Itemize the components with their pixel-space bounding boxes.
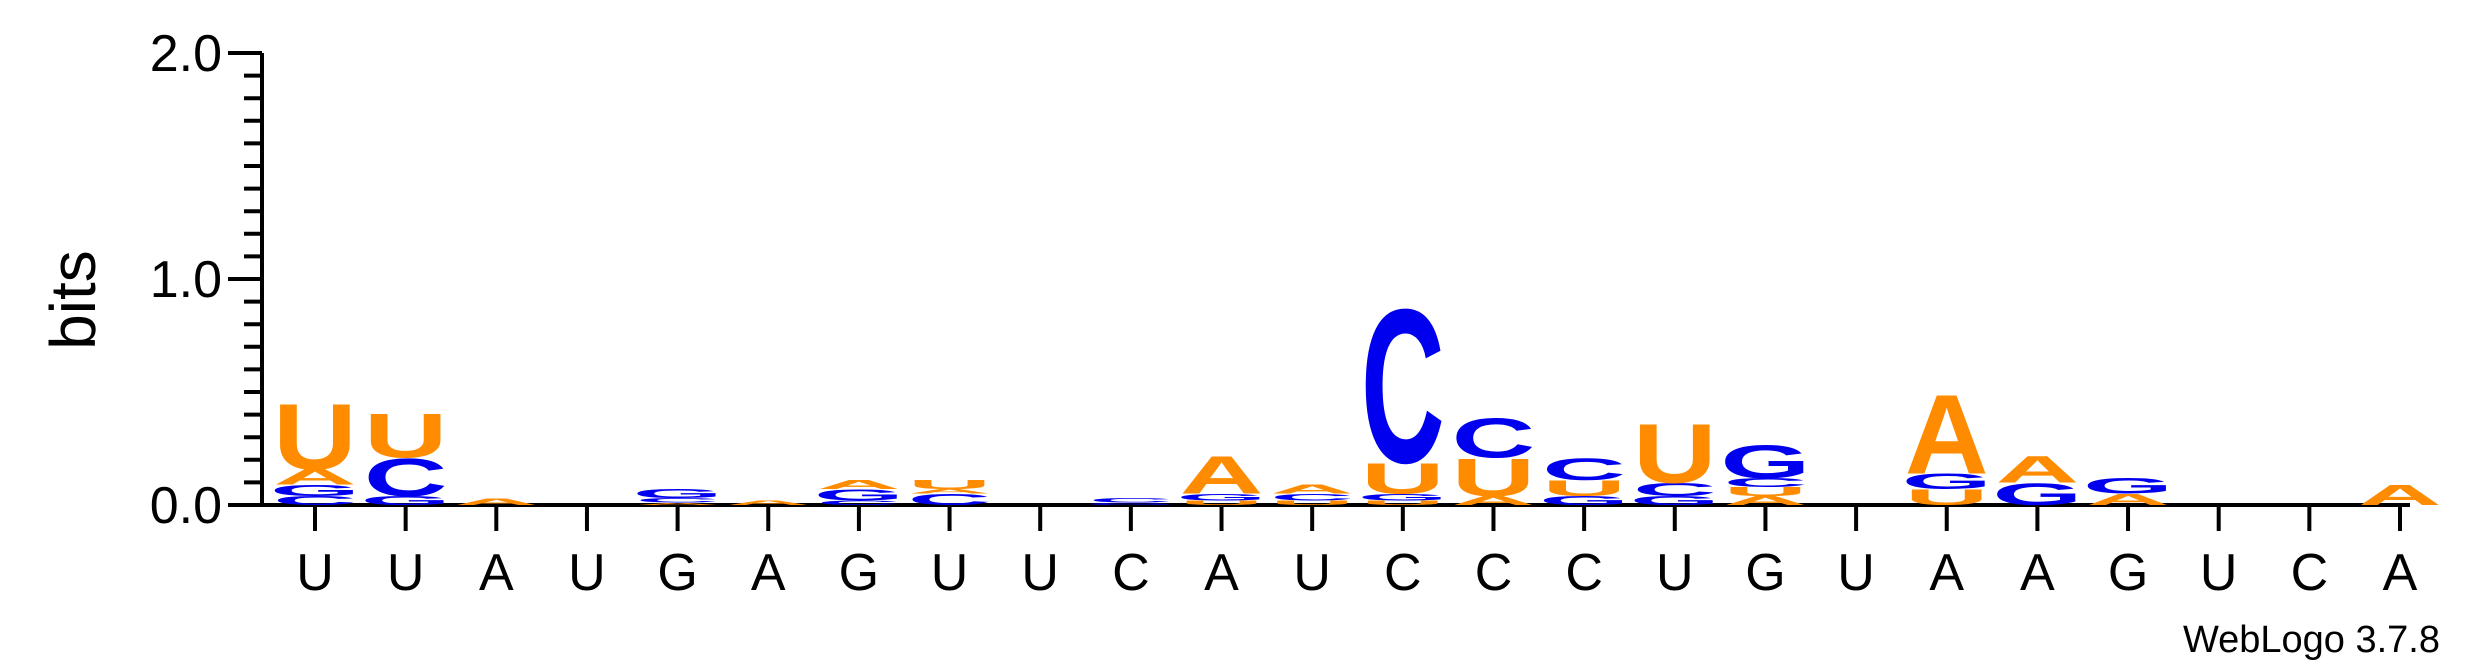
- logo-letter-G: G: [361, 494, 451, 508]
- logo-letter-U: U: [1270, 499, 1354, 506]
- logo-letter-G: G: [1539, 494, 1629, 508]
- y-tick-label: 1.0: [150, 251, 222, 309]
- logo-letter-G: G: [633, 487, 723, 501]
- position-label: G: [2108, 544, 2148, 602]
- y-axis-label: bits: [37, 250, 109, 350]
- logo-letter-A: A: [1724, 494, 1808, 508]
- logo-letter-A: A: [1905, 372, 1989, 498]
- position-label: U: [1021, 544, 1059, 602]
- logo-letter-U: U: [1361, 454, 1445, 503]
- logo-letter-C: C: [908, 491, 992, 509]
- position-label: A: [1929, 544, 1964, 602]
- position-label: U: [296, 544, 334, 602]
- logo-letter-C: C: [1452, 407, 1536, 470]
- logo-letter-A: A: [636, 502, 720, 505]
- y-tick-label: 2.0: [150, 25, 222, 83]
- logo-letter-U: U: [908, 478, 992, 492]
- position-label: A: [751, 544, 786, 602]
- logo-letter-U: U: [273, 384, 357, 489]
- logo-letter-G: G: [1358, 492, 1448, 502]
- axes: [260, 53, 2410, 507]
- logo-letter-U: U: [1542, 476, 1626, 501]
- position-label: A: [2383, 544, 2418, 602]
- y-ticks: 0.0 1.0 2.0: [150, 25, 262, 535]
- logo-letter-G: G: [814, 486, 904, 504]
- position-label: U: [568, 544, 606, 602]
- logo-letter-C: C: [1724, 476, 1808, 490]
- logo-letter-G: G: [1176, 492, 1266, 502]
- position-label: C: [1384, 544, 1422, 602]
- logo-letter-A: A: [1270, 482, 1354, 496]
- position-label: C: [1565, 544, 1603, 602]
- logo-letter-A: A: [726, 499, 810, 506]
- position-label: G: [1745, 544, 1785, 602]
- position-label: A: [1204, 544, 1239, 602]
- logo-letter-G: G: [270, 482, 360, 500]
- weblogo-version-label: WebLogo 3.7.8: [2183, 619, 2440, 661]
- position-label: U: [931, 544, 969, 602]
- position-label: A: [2020, 544, 2055, 602]
- logo-letter-C: C: [1270, 492, 1354, 502]
- logo-letter-A: A: [273, 465, 357, 490]
- logo-letter-C: C: [636, 497, 720, 504]
- logo-letter-U: U: [1724, 485, 1808, 499]
- logo-letter-A: A: [908, 488, 992, 495]
- logo-letter-G: G: [1720, 435, 1810, 488]
- logo-letter-U: U: [364, 401, 448, 471]
- logo-letter-U: U: [1633, 406, 1717, 501]
- logo-letter-C: C: [1089, 497, 1173, 504]
- logo-letter-G: G: [1630, 494, 1720, 508]
- logo-letter-U: U: [1361, 499, 1445, 506]
- logo-letter-A: A: [1452, 494, 1536, 508]
- logo-letter-G: G: [1902, 469, 1992, 494]
- position-label: A: [479, 544, 514, 602]
- logo-letter-U: U: [1180, 499, 1264, 506]
- position-label: U: [1837, 544, 1875, 602]
- logo-letter-A: A: [2086, 491, 2170, 509]
- logo-letter-G: G: [2083, 474, 2173, 499]
- position-label: C: [2291, 544, 2329, 602]
- position-label: U: [1656, 544, 1694, 602]
- logo-letter-A: A: [817, 478, 901, 492]
- logo-letter-C: C: [364, 448, 448, 508]
- position-label: G: [657, 544, 697, 602]
- logo-letter-C: C: [1361, 264, 1445, 509]
- logo-letter-U: U: [1452, 448, 1536, 508]
- logo-letter-A: A: [454, 497, 538, 507]
- logo-letter-C: C: [817, 499, 901, 506]
- logo-letter-A: A: [1180, 446, 1264, 506]
- logo-letter-G: G: [1086, 502, 1176, 505]
- position-label: U: [387, 544, 425, 602]
- position-label: C: [1475, 544, 1513, 602]
- position-label: U: [1293, 544, 1331, 602]
- logo-letter-C: C: [273, 494, 357, 508]
- position-label: C: [1112, 544, 1150, 602]
- logo-letter-A: A: [1996, 449, 2080, 491]
- position-label: G: [839, 544, 879, 602]
- logo-letter-C: C: [1633, 479, 1717, 500]
- logo-letter-C: C: [1542, 452, 1626, 487]
- position-label: U: [2200, 544, 2238, 602]
- y-tick-label: 0.0: [150, 477, 222, 535]
